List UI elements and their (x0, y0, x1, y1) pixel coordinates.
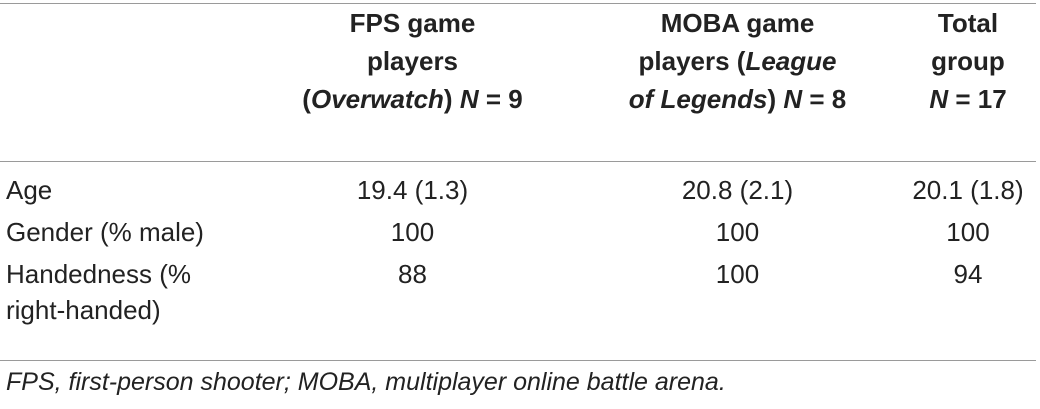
header-fps: FPS game players (Overwatch) N = 9 (302, 8, 523, 114)
header-row: FPS game players (Overwatch) N = 9 MOBA … (0, 4, 1036, 161)
header-fps-n-value: = 9 (478, 84, 523, 114)
header-moba-n-value: = 8 (802, 84, 847, 114)
header-total-line1: Total (937, 8, 999, 38)
header-rule (0, 161, 1036, 162)
header-moba-game-part2: of Legends (628, 84, 768, 114)
header-total-line2: group (931, 46, 1005, 76)
header-moba-game-part1: League (745, 46, 837, 76)
header-moba: MOBA game players (League of Legends) N … (628, 8, 847, 114)
row-label-handedness: Handedness (% right-handed) (0, 250, 250, 328)
header-total-n-value: = 17 (948, 84, 1007, 114)
top-rule (0, 3, 1036, 4)
table-row: Gender (% male) 100 100 100 (0, 208, 1036, 250)
header-fps-game: Overwatch (310, 84, 444, 114)
cell-handedness-total: 94 (953, 259, 983, 289)
bottom-rule (0, 360, 1036, 361)
header-moba-line1: MOBA game (660, 8, 815, 38)
header-moba-line2a: players ( (638, 46, 746, 76)
row-label-gender: Gender (% male) (6, 217, 204, 247)
header-empty-cell (0, 4, 250, 161)
header-total: Total group N = 17 (900, 4, 1036, 161)
cell-age-fps: 19.4 (1.3) (356, 175, 469, 205)
demographics-table: FPS game players (Overwatch) N = 9 MOBA … (0, 4, 1036, 328)
cell-age-moba: 20.8 (2.1) (681, 175, 794, 205)
table-footnote: FPS, first-person shooter; MOBA, multipl… (6, 368, 726, 396)
cell-gender-total: 100 (946, 217, 990, 247)
header-fps-line2: players (366, 46, 459, 76)
header-fps-n-label: N (459, 84, 479, 114)
header-moba-n-label: N (783, 84, 803, 114)
row-label-handedness-line1: Handedness (% (6, 259, 191, 289)
header-fps-line1: FPS game (349, 8, 476, 38)
cell-gender-fps: 100 (390, 217, 435, 247)
cell-age-total: 20.1 (1.8) (912, 175, 1024, 205)
cell-gender-moba: 100 (715, 217, 760, 247)
row-label-age: Age (6, 175, 53, 205)
cell-handedness-fps: 88 (398, 259, 427, 289)
cell-handedness-moba: 100 (715, 259, 760, 289)
row-label-handedness-line2: right-handed) (6, 295, 161, 325)
header-total-n-label: N (929, 84, 949, 114)
table-row: Age 19.4 (1.3) 20.8 (2.1) 20.1 (1.8) (0, 161, 1036, 208)
table-row: Handedness (% right-handed) 88 100 94 (0, 250, 1036, 328)
